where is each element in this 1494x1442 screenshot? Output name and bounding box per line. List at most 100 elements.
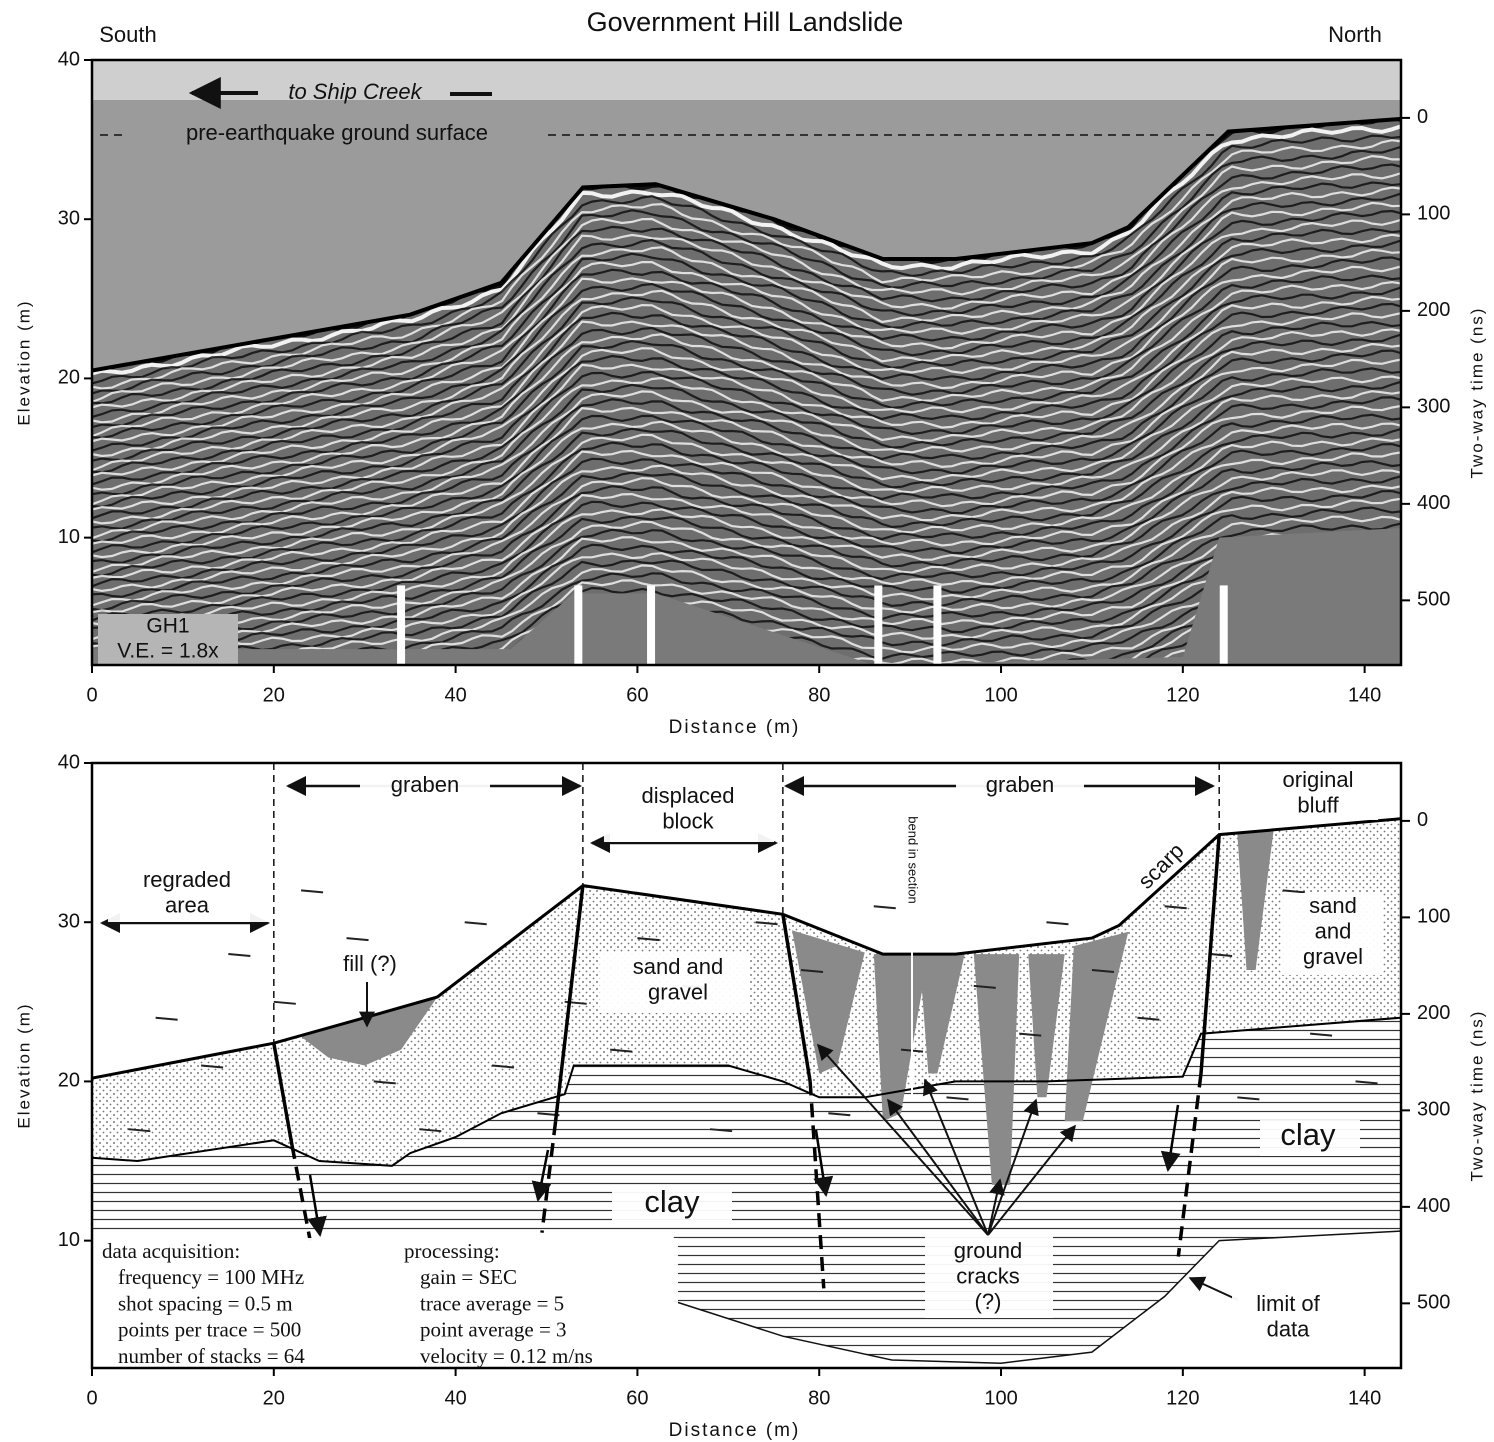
trace-marker <box>574 585 582 665</box>
x-tick-label: 60 <box>626 684 648 706</box>
annotation: number of stacks = 64 <box>118 1344 305 1368</box>
annotation: gravel <box>648 979 708 1004</box>
x-tick-label: 120 <box>1166 1387 1199 1409</box>
bedding <box>301 890 323 892</box>
y-tick-label: 10 <box>58 1229 80 1251</box>
annotation: processing: <box>404 1239 500 1263</box>
x-tick-label: 20 <box>263 684 285 706</box>
limit-arrow <box>1190 1278 1238 1300</box>
x-tick-label: 120 <box>1166 684 1199 706</box>
y2-tick-label: 200 <box>1417 1002 1450 1024</box>
x-tick-label: 0 <box>86 684 97 706</box>
annotation: points per trace = 500 <box>118 1318 301 1342</box>
bedding <box>156 1018 178 1020</box>
y2-tick-label: 200 <box>1417 299 1450 321</box>
y2-tick-label: 0 <box>1417 809 1428 831</box>
trace-marker <box>933 585 941 665</box>
x-axis-label: Distance (m) <box>669 1420 801 1441</box>
annotation: block <box>662 808 714 833</box>
y-axis-label: Elevation (m) <box>14 1002 33 1128</box>
x-tick-label: 140 <box>1348 1387 1381 1409</box>
title: Government Hill Landslide <box>587 7 904 37</box>
bedding <box>465 922 487 924</box>
reflector <box>92 664 1412 765</box>
x-tick-label: 40 <box>444 1387 466 1409</box>
annotation: (?) <box>975 1289 1002 1314</box>
y-tick-label: 30 <box>58 207 80 229</box>
north-label: North <box>1328 22 1382 47</box>
annotation: original <box>1283 767 1354 792</box>
annotation: clay <box>1280 1117 1336 1152</box>
annotation: limit of <box>1256 1291 1320 1316</box>
annotation: sand and <box>633 954 724 979</box>
bedding <box>274 1002 296 1004</box>
x-tick-label: 20 <box>263 1387 285 1409</box>
x-tick-label: 40 <box>444 684 466 706</box>
bedding <box>1046 922 1068 924</box>
annotation: frequency = 100 MHz <box>118 1265 304 1289</box>
y2-tick-label: 500 <box>1417 589 1450 611</box>
annotation: clay <box>644 1184 700 1219</box>
x-tick-label: 60 <box>626 1387 648 1409</box>
annotation: gain = SEC <box>420 1265 517 1289</box>
annotation: ground <box>954 1238 1023 1263</box>
bedding <box>347 938 369 940</box>
annotation: data <box>1267 1316 1311 1341</box>
y-axis-label: Elevation (m) <box>14 299 33 425</box>
x-tick-label: 80 <box>808 1387 830 1409</box>
annotation: gravel <box>1303 944 1363 969</box>
figure: Government Hill Landslide South North 0 2… <box>0 0 1494 1442</box>
y2-tick-label: 300 <box>1417 1099 1450 1121</box>
trace-marker <box>1220 585 1228 665</box>
x-tick-label: 100 <box>984 1387 1017 1409</box>
y-tick-label: 40 <box>58 48 80 70</box>
y2-tick-label: 400 <box>1417 492 1450 514</box>
trace-marker <box>647 585 655 665</box>
y2-tick-label: 400 <box>1417 1195 1450 1217</box>
reflector <box>92 693 1412 797</box>
x-tick-label: 140 <box>1348 684 1381 706</box>
y-tick-label: 40 <box>58 751 80 773</box>
y-tick-label: 30 <box>58 910 80 932</box>
x-axis-label: Distance (m) <box>669 717 801 738</box>
y-tick-label: 10 <box>58 526 80 548</box>
annotation: shot spacing = 0.5 m <box>118 1291 293 1315</box>
annotation: trace average = 5 <box>420 1291 564 1315</box>
annotation: to Ship Creek <box>288 79 422 104</box>
annotation: data acquisition: <box>102 1239 240 1263</box>
y-tick-label: 20 <box>58 1070 80 1092</box>
y2-tick-label: 0 <box>1417 106 1428 128</box>
annotation: bluff <box>1297 792 1339 817</box>
annotation: velocity = 0.12 m/ns <box>420 1344 593 1368</box>
annotation: regraded <box>143 867 231 892</box>
annotation: point average = 3 <box>420 1318 567 1342</box>
annotation: and <box>1315 918 1352 943</box>
y2-tick-label: 100 <box>1417 906 1450 928</box>
annotation: area <box>165 892 210 917</box>
bedding <box>228 954 250 956</box>
trace-marker <box>397 585 405 665</box>
south-label: South <box>99 22 157 47</box>
annotation: fill (?) <box>343 951 397 976</box>
annotation: graben <box>391 772 460 797</box>
interpretation-panel: 0204060801001201401020304001002003004005… <box>14 751 1486 1441</box>
y-tick-label: 20 <box>58 367 80 389</box>
annotation: graben <box>986 772 1055 797</box>
x-tick-label: 0 <box>86 1387 97 1409</box>
y2-axis-label: Two-way time (ns) <box>1467 1010 1486 1182</box>
reflector <box>92 687 1412 793</box>
y2-tick-label: 500 <box>1417 1292 1450 1314</box>
annotation: displaced <box>642 783 735 808</box>
annotation: sand <box>1309 893 1357 918</box>
annotation: cracks <box>956 1263 1020 1288</box>
bedding <box>874 906 896 908</box>
y2-axis-label: Two-way time (ns) <box>1467 307 1486 479</box>
x-tick-label: 80 <box>808 684 830 706</box>
y2-tick-label: 300 <box>1417 396 1450 418</box>
x-tick-label: 100 <box>984 684 1017 706</box>
trace-marker <box>874 585 882 665</box>
annotation: V.E. = 1.8x <box>117 640 219 663</box>
annotation: GH1 <box>146 615 189 638</box>
annotation: bend in section <box>906 816 921 903</box>
annotation: pre-earthquake ground surface <box>186 120 488 145</box>
